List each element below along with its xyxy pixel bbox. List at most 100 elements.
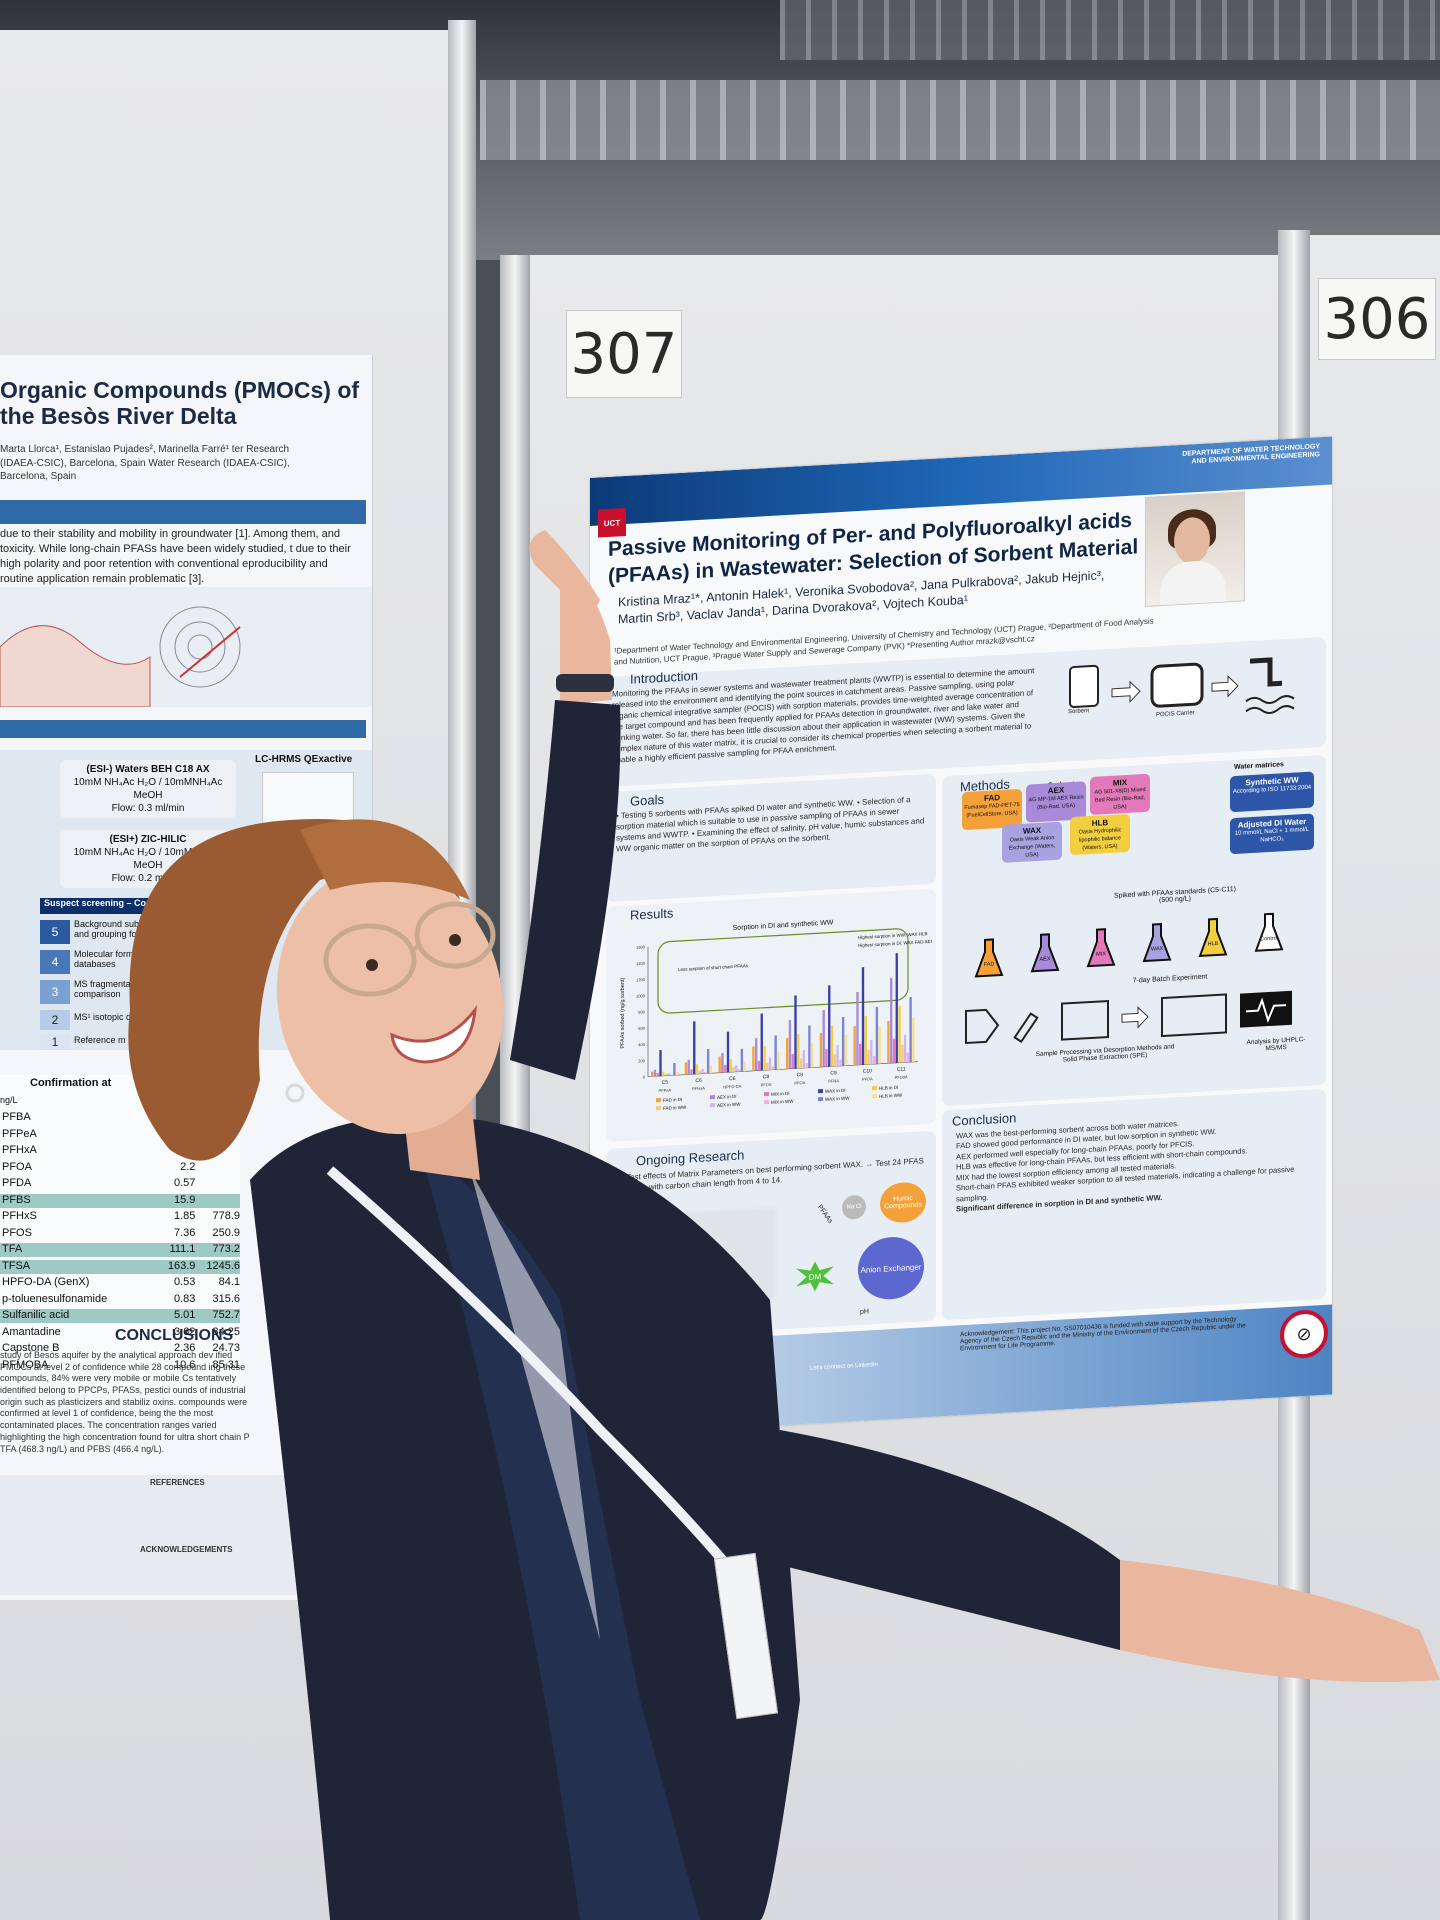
bar: [774, 1035, 777, 1070]
compound-name: PFPeA: [2, 1127, 37, 1140]
bar: [706, 1048, 710, 1074]
step-number: 3: [40, 980, 70, 1004]
concentration-value: 0.57: [173, 1177, 196, 1189]
bar: [878, 1026, 881, 1064]
bar: [901, 1044, 904, 1063]
x-sublabel: PFUdA: [895, 1074, 908, 1080]
bar: [864, 1015, 867, 1065]
x-tick-label: C6: [695, 1078, 702, 1084]
step-number: 2: [40, 1010, 70, 1030]
table-row: TFSA 163.9 1245.6: [0, 1259, 240, 1274]
legend-swatch: [710, 1095, 715, 1100]
y-tick-label: 800: [638, 1009, 645, 1014]
compound-name: Amantadine: [2, 1325, 61, 1338]
footer-text: OLOGY: [690, 1370, 716, 1380]
bar: [701, 1068, 704, 1074]
bar: [667, 1073, 671, 1076]
legend-label: WAX in DI: [825, 1088, 846, 1094]
compound-name: PFHxA: [2, 1144, 37, 1156]
results-bar-chart: Sorption in DI and synthetic WW Highest s…: [620, 919, 932, 1111]
bar: [825, 1048, 828, 1067]
method-label: 10mM NH₄Ac H₂O / 10mMNH₄Ac MeOH: [73, 777, 223, 801]
concentration-value: 15.9: [173, 1193, 196, 1206]
bar: [752, 1046, 755, 1071]
legend-label: FAD in DI: [663, 1097, 682, 1103]
conclusions-heading: CONCLUSIONS: [115, 1327, 234, 1344]
bar: [912, 1017, 915, 1062]
table-row: Amantadine 3.62 34.25: [0, 1326, 240, 1340]
concentration-value: [195, 1177, 240, 1191]
bar: [709, 1065, 713, 1074]
section-bar: [0, 720, 366, 738]
step-number: 4: [40, 950, 70, 974]
table-header: Confirmation at: [30, 1077, 112, 1089]
bar: [766, 1062, 769, 1071]
pocis-diagram: Sorbent POCIS Carrier: [1060, 648, 1310, 742]
section-heading: Goals: [630, 791, 664, 809]
bar: [670, 1074, 673, 1076]
bar: [653, 1069, 657, 1077]
left-poster-title: Organic Compounds (PMOCs) of the Besòs R…: [0, 377, 360, 430]
method-panel: (ESI-) Waters BEH C18 AX 10mM NH₄Ac H₂O …: [0, 750, 372, 1050]
legend-swatch: [764, 1091, 769, 1097]
legend-label: FAD in WW: [663, 1105, 687, 1111]
bar: [786, 1038, 789, 1070]
bar: [890, 977, 893, 1064]
table-row: PFPeA 21: [0, 1128, 240, 1142]
bar: [859, 1043, 862, 1065]
compound-name: PFDA: [2, 1177, 32, 1189]
processing-icons: [965, 990, 1292, 1045]
bar: [791, 1053, 794, 1069]
table-row: TFA 111.1 773.2: [0, 1243, 240, 1257]
legend-label: MIX in DI: [771, 1091, 790, 1097]
chart-title: Sorption in DI and synthetic WW: [733, 919, 834, 932]
bar: [735, 1065, 738, 1072]
method-label: LC-HRMS QExactive: [255, 754, 353, 765]
concentration-value: 7.36: [173, 1226, 196, 1239]
y-tick-label: 1200: [636, 977, 646, 983]
bar: [757, 1060, 761, 1071]
sorbent-chip: HLB Oasis Hydrophilic lipophilic balance …: [1070, 813, 1130, 856]
flask-icon: WAX: [1142, 921, 1172, 965]
concentration-table: Confirmation at ng/L PFBA 2 PFPeA 21 PFHxA 21…: [0, 1075, 240, 1395]
bar: [651, 1071, 654, 1077]
x-tick-label: C9: [830, 1070, 837, 1076]
sorbent-chip: WAX Oasis Weak Anion Exchange (Waters, US…: [1002, 821, 1062, 863]
bar: [822, 1009, 825, 1067]
y-tick-label: 600: [638, 1026, 645, 1031]
bar: [856, 991, 859, 1066]
step-label: MS fragmentation comparison: [74, 979, 146, 999]
bar: [841, 1017, 845, 1066]
water-matrix-chip: Synthetic WW According to ISO 11733:2004: [1230, 771, 1314, 813]
bar: [853, 1026, 856, 1066]
method-label: Flow: 0.2 ml/min: [111, 873, 185, 884]
bar: [839, 1059, 842, 1067]
table-row: HPFO-DA (GenX) 0.53 84.1: [0, 1276, 240, 1290]
concentration-value: 2.36: [173, 1342, 196, 1354]
bar: [872, 1055, 876, 1065]
bar: [844, 1034, 848, 1066]
ceiling-truss: [780, 0, 1440, 60]
legend-swatch: [656, 1106, 661, 1111]
bar: [867, 1049, 870, 1065]
method-label: 10mM NH₄Ac H₂O / 10mMNH₄Ac MeOH: [73, 847, 223, 871]
booth-number-plate: 307: [566, 310, 682, 398]
bar: [808, 1025, 811, 1068]
compound-name: TFA: [2, 1243, 23, 1255]
compound-name: PFHxS: [2, 1210, 37, 1222]
bar: [656, 1072, 659, 1077]
legend-label: HLB in DI: [879, 1085, 898, 1091]
legend-swatch: [818, 1096, 823, 1102]
compound-name: PFMOBA: [2, 1358, 49, 1371]
site-map: [0, 587, 372, 708]
flask-icon: HLB: [1198, 916, 1228, 960]
bar: [895, 953, 898, 1063]
legend-label: AEX in DI: [717, 1094, 737, 1100]
bar: [788, 1020, 792, 1069]
bar: [768, 1057, 772, 1070]
compound-name: p-toluenesulfonamide: [2, 1292, 108, 1305]
method-label: Flow: 0.3 ml/min: [111, 803, 185, 814]
compound-name: PFBA: [2, 1111, 31, 1123]
concentration-value: 84.1: [218, 1276, 240, 1288]
y-tick-label: 400: [638, 1042, 645, 1047]
